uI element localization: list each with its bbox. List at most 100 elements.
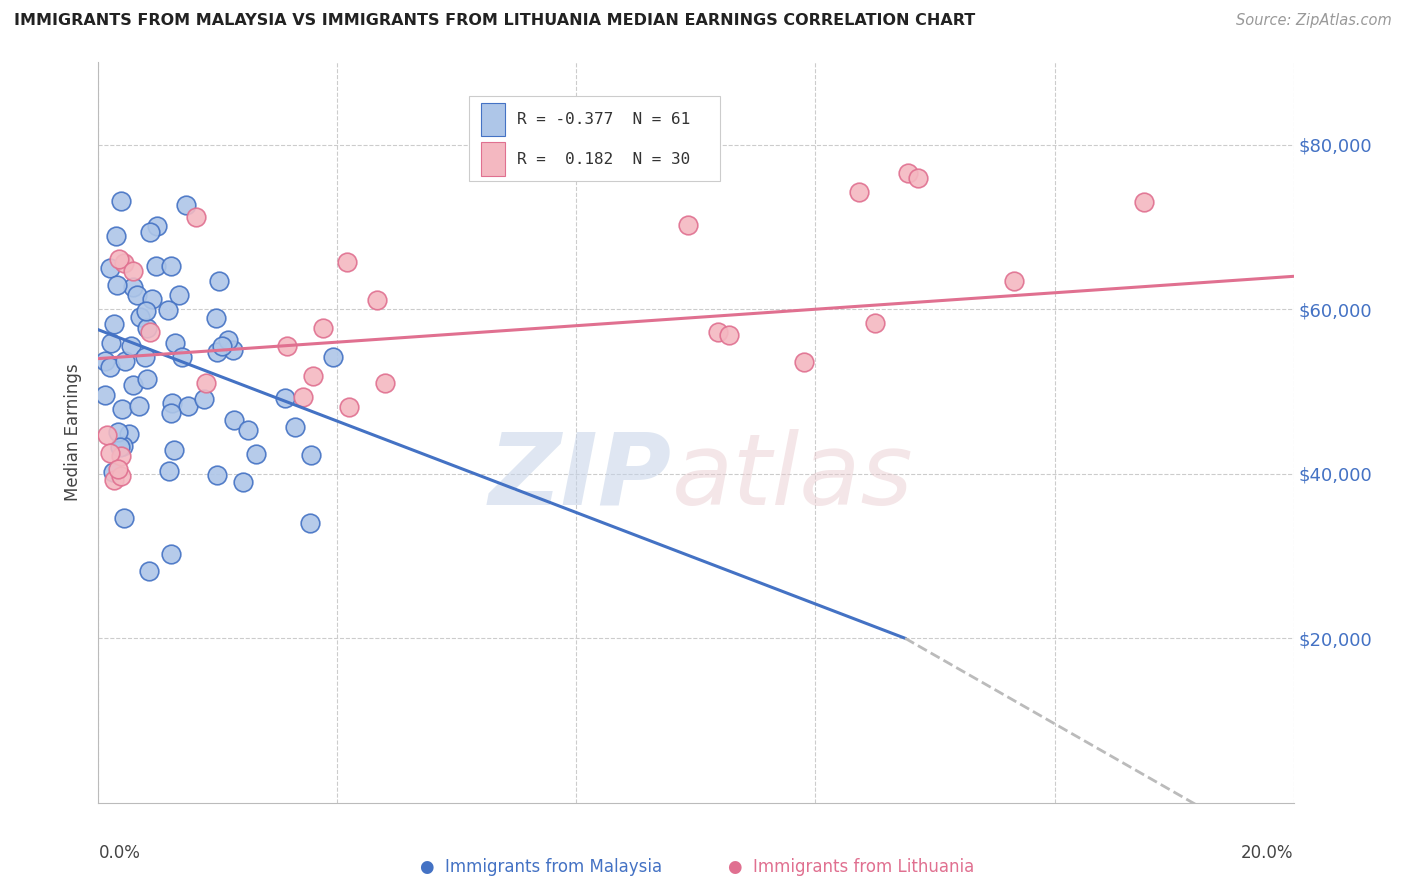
Point: [1133, 195, 1156, 210]
Point: [311, 321, 333, 335]
Point: [136, 320, 159, 334]
Point: [110, 402, 132, 417]
Point: [96, 427, 118, 442]
Text: ●  Immigrants from Malaysia: ● Immigrants from Malaysia: [419, 858, 662, 876]
Point: [302, 369, 325, 384]
Point: [205, 345, 228, 359]
Point: [110, 449, 132, 463]
Point: [160, 396, 183, 410]
Point: [205, 310, 228, 325]
Point: [676, 218, 699, 232]
Point: [112, 256, 135, 270]
Point: [170, 350, 193, 364]
Point: [276, 338, 298, 352]
Point: [108, 252, 131, 266]
Point: [139, 225, 162, 239]
Text: atlas: atlas: [672, 428, 914, 525]
Point: [337, 400, 360, 414]
Point: [114, 511, 136, 525]
Point: [236, 423, 259, 437]
Point: [160, 259, 183, 273]
Point: [134, 351, 156, 365]
Point: [159, 464, 181, 478]
Point: [232, 475, 254, 489]
Point: [291, 390, 314, 404]
Point: [374, 376, 396, 390]
Point: [141, 292, 163, 306]
Point: [165, 335, 187, 350]
Y-axis label: Median Earnings: Median Earnings: [65, 364, 83, 501]
Point: [110, 469, 132, 483]
Point: [138, 564, 160, 578]
Point: [1002, 274, 1025, 288]
Point: [177, 399, 200, 413]
Point: [120, 339, 142, 353]
FancyBboxPatch shape: [481, 143, 505, 176]
Point: [299, 448, 322, 462]
Point: [135, 303, 157, 318]
Text: R =  0.182  N = 30: R = 0.182 N = 30: [517, 152, 690, 167]
Point: [222, 343, 245, 357]
Point: [322, 351, 344, 365]
Point: [848, 186, 870, 200]
Text: 20.0%: 20.0%: [1241, 844, 1294, 862]
Point: [105, 278, 128, 293]
Point: [907, 170, 929, 185]
Point: [167, 288, 190, 302]
Point: [114, 354, 136, 368]
Point: [117, 427, 139, 442]
Point: [105, 228, 128, 243]
Point: [160, 548, 183, 562]
Point: [160, 406, 183, 420]
Point: [174, 198, 197, 212]
Point: [145, 259, 167, 273]
Point: [146, 219, 169, 234]
Point: [717, 328, 740, 343]
Text: R = -0.377  N = 61: R = -0.377 N = 61: [517, 112, 690, 128]
Point: [184, 210, 207, 224]
Text: Source: ZipAtlas.com: Source: ZipAtlas.com: [1236, 13, 1392, 29]
Point: [101, 466, 124, 480]
Point: [94, 354, 117, 368]
Point: [208, 274, 231, 288]
Point: [194, 376, 217, 391]
Point: [793, 354, 815, 368]
Point: [107, 461, 129, 475]
Point: [707, 326, 730, 340]
Point: [128, 310, 150, 324]
Text: ●  Immigrants from Lithuania: ● Immigrants from Lithuania: [728, 858, 974, 876]
Point: [128, 399, 150, 413]
Text: ZIP: ZIP: [489, 428, 672, 525]
Point: [211, 339, 233, 353]
Point: [94, 388, 117, 402]
Point: [163, 442, 186, 457]
Point: [135, 372, 157, 386]
Text: IMMIGRANTS FROM MALAYSIA VS IMMIGRANTS FROM LITHUANIA MEDIAN EARNINGS CORRELATIO: IMMIGRANTS FROM MALAYSIA VS IMMIGRANTS F…: [14, 13, 976, 29]
Point: [205, 468, 228, 483]
Point: [100, 335, 122, 350]
Point: [897, 166, 920, 180]
Point: [157, 302, 180, 317]
Point: [103, 317, 125, 331]
Point: [274, 391, 297, 405]
Point: [284, 419, 307, 434]
Point: [100, 359, 122, 374]
Point: [100, 446, 122, 460]
Point: [121, 378, 143, 392]
Point: [127, 288, 149, 302]
Point: [107, 425, 129, 439]
Point: [110, 194, 132, 208]
Text: 0.0%: 0.0%: [98, 844, 141, 862]
FancyBboxPatch shape: [481, 103, 505, 136]
Point: [193, 392, 215, 406]
Point: [108, 440, 131, 454]
Point: [222, 413, 245, 427]
Point: [139, 325, 162, 339]
Point: [336, 254, 359, 268]
Point: [366, 293, 388, 307]
Point: [863, 316, 886, 330]
FancyBboxPatch shape: [470, 95, 720, 181]
Point: [217, 333, 239, 347]
Point: [122, 280, 145, 294]
Point: [299, 516, 322, 531]
